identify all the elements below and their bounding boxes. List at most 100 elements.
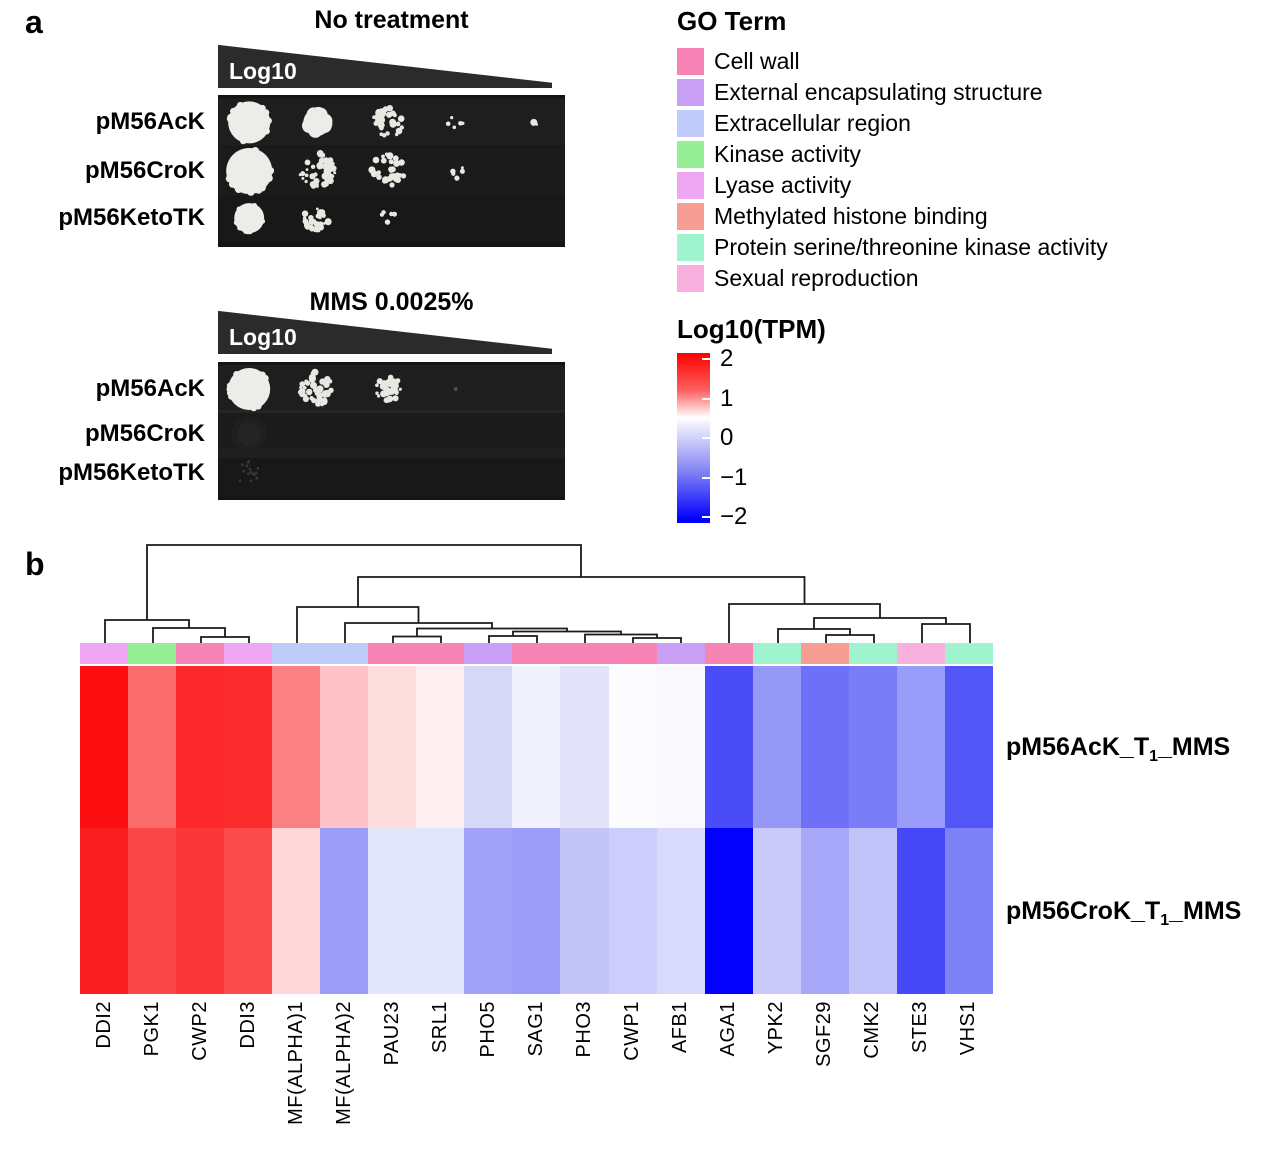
legend-item: External encapsulating structure [677,77,1108,108]
gene-label-text: SGF29 [813,1001,836,1067]
heatmap-cell [320,666,369,828]
gene-label-text: PAU23 [380,1001,403,1066]
gene-label-text: SAG1 [524,1001,547,1057]
colorbar-tick-label: 1 [720,384,734,412]
gene-label: DDI2 [80,1001,128,1049]
row-label-subscript: 1 [1160,912,1170,929]
go-strip-cell [800,643,849,664]
gene-label: SRL1 [416,1001,464,1053]
assay-plate-mms [218,362,565,500]
legend-item-label: Cell wall [714,48,800,74]
legend-swatch [677,172,704,199]
heatmap-cell [464,666,513,828]
gene-label-text: PGK1 [140,1001,163,1057]
gene-label-text: SRL1 [428,1001,451,1054]
heatmap-row-label-ack: pM56AcK_T1_MMS [1006,733,1230,766]
assay-row-label: pM56AcK [95,375,205,402]
assay-plate-no-treatment [218,95,565,247]
go-strip-cell [128,643,177,664]
heatmap-column-MF(ALPHA)2 [320,643,369,994]
gene-label: AGA1 [705,1001,753,1056]
assay-row-label: pM56KetoTK [58,459,205,486]
strip-heatmap-gap [176,664,225,666]
gene-label-text: VHS1 [957,1001,980,1056]
gene-label-text: PHO5 [476,1001,499,1058]
legend-item-label: Lyase activity [714,172,852,198]
spot-assay-image [218,98,565,235]
strip-heatmap-gap [224,664,273,666]
go-strip-cell [368,643,417,664]
legend-item-label: Methylated histone binding [714,203,988,229]
heatmap-column-CMK2 [848,643,897,994]
gene-label: MF(ALPHA)1 [272,1001,320,1125]
heatmap-cell [320,828,369,994]
colorbar-title: Log10(TPM) [677,314,826,344]
heatmap-cell [848,666,897,828]
gene-label-text: AGA1 [717,1001,740,1057]
gene-label-text: CWP1 [621,1001,644,1061]
legend-item-label: Protein serine/threonine kinase activity [714,234,1108,260]
row-label-suffix: _MMS [1158,733,1231,761]
heatmap-cell [128,666,177,828]
heatmap-cell [800,828,849,994]
legend-item: Cell wall [677,46,1108,77]
assay-title-no-treatment: No treatment [314,6,469,34]
strip-heatmap-gap [608,664,657,666]
heatmap-cell [608,828,657,994]
heatmap-cell [368,828,417,994]
heatmap-column-DDI3 [224,643,273,994]
heatmap-column-PHO3 [560,643,609,994]
colorbar-tick-mark [702,437,710,439]
go-strip-cell [320,643,369,664]
colorbar-tick-mark [702,397,710,400]
go-strip-cell [224,643,273,664]
gene-label: AFB1 [657,1001,705,1053]
heatmap-column-STE3 [896,643,945,994]
heatmap-cell [560,666,609,828]
legend-item: Extracellular region [677,108,1108,139]
heatmap-cell [752,828,801,994]
heatmap-cell [224,666,273,828]
heatmap-cell [272,828,321,994]
panel-b-label: b [25,546,45,582]
gene-label: VHS1 [945,1001,993,1055]
heatmap-column-SGF29 [800,643,849,994]
go-strip-cell [752,643,801,664]
heatmap-column-VHS1 [944,643,993,994]
colorbar-tick-mark [702,516,710,519]
legend-swatch [677,110,704,137]
gene-label-text: MF(ALPHA)2 [332,1001,355,1125]
gene-label-text: AFB1 [669,1001,692,1054]
assay-row-label: pM56AcK [95,108,205,135]
gene-label: CWP2 [176,1001,224,1061]
go-strip-cell [656,643,705,664]
assay-row-label: pM56CroK [84,420,205,447]
heatmap-column-CWP1 [608,643,657,994]
strip-heatmap-gap [704,664,753,666]
heatmap-cell [848,828,897,994]
legend-swatch [677,203,704,230]
go-strip-cell [704,643,753,664]
strip-heatmap-gap [656,664,705,666]
heatmap-column-CWP2 [176,643,225,994]
heatmap [80,643,993,994]
row-label-subscript: 1 [1149,748,1158,765]
heatmap-cell [416,828,465,994]
heatmap-cell [176,666,225,828]
heatmap-column-PAU23 [368,643,417,994]
heatmap-row-label-crok: pM56CroK_T1_MMS [1006,897,1241,930]
heatmap-cell [176,828,225,994]
colorbar-tick-mark [702,476,710,479]
go-strip-cell [848,643,897,664]
gene-label: YPK2 [753,1001,801,1054]
heatmap-cell [944,666,993,828]
heatmap-column-AFB1 [656,643,705,994]
colorbar-tick-label: 2 [720,344,734,372]
heatmap-column-AGA1 [704,643,753,994]
heatmap-column-SAG1 [512,643,561,994]
strip-heatmap-gap [272,664,321,666]
row-label-suffix: _MMS [1169,897,1242,925]
legend-item: Protein serine/threonine kinase activity [677,232,1108,263]
heatmap-cell [656,666,705,828]
strip-heatmap-gap [848,664,897,666]
